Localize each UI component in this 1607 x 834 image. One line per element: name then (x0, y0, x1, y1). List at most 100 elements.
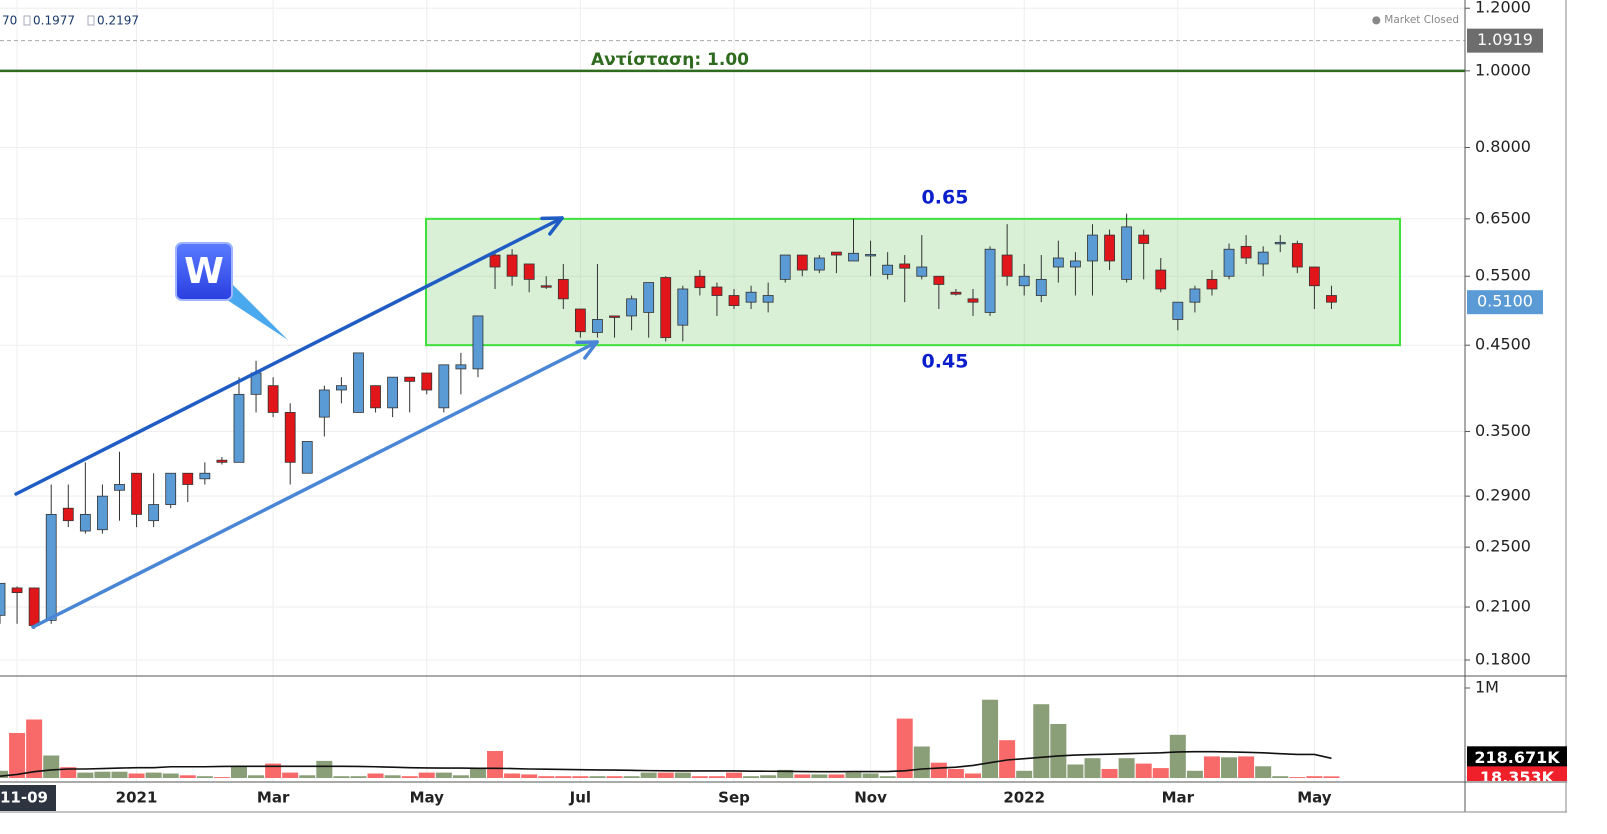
volume-bar (435, 772, 452, 778)
y-tick-label: 0.3500 (1475, 421, 1531, 440)
logo-text: W (184, 251, 224, 292)
volume-bar (828, 774, 845, 778)
header-icon (87, 15, 95, 26)
volume-bar (316, 760, 333, 778)
resistance-label: Αντίσταση: 1.00 (591, 50, 749, 70)
volume-bar (504, 773, 521, 778)
trend-arrow (14, 216, 564, 496)
volume-bar (640, 772, 657, 778)
volume-label-box (1467, 766, 1567, 781)
candle-body (370, 385, 381, 409)
candle-body (950, 291, 962, 295)
last-price-label: 0.5100 (1477, 292, 1533, 311)
candle-body (97, 495, 108, 531)
volume-bar (0, 770, 8, 778)
candle-body (1087, 234, 1098, 262)
volume-bar (1033, 704, 1050, 778)
volume-bar (401, 776, 418, 778)
volume-bar (538, 776, 555, 778)
candle-body (796, 254, 808, 271)
candle-body (1240, 245, 1252, 259)
volume-bar (1306, 776, 1323, 778)
ma-label: 218.671K (1474, 748, 1560, 767)
candle-body (1070, 260, 1081, 268)
candle-body (267, 385, 279, 413)
volume-bar (418, 772, 435, 778)
volume-bar (913, 746, 930, 778)
volume-bar (930, 762, 947, 778)
y-tick-label: 0.2900 (1475, 486, 1531, 505)
volume-bar (452, 775, 469, 778)
y-tick-label: 1.2000 (1475, 0, 1531, 17)
candle-body (199, 472, 211, 480)
volume-bar (1203, 756, 1220, 778)
arrow-head (548, 216, 564, 236)
volume-bar (26, 719, 43, 778)
volume-bar (77, 772, 94, 778)
zone-label: 0.45 (922, 351, 969, 373)
candle-body (318, 389, 330, 418)
candle-body (865, 254, 876, 257)
candle-body (967, 298, 979, 303)
candle-body (1308, 266, 1320, 287)
candle-body (1035, 278, 1047, 296)
candle-body (11, 587, 23, 594)
candle-body (1052, 257, 1064, 268)
x-tick-label: Mar (1162, 789, 1195, 807)
labels: 70 0.1977 0.2197 ● Market Closed 1.2000 1… (0, 0, 1567, 811)
volume-bar (743, 776, 760, 778)
candle-body (0, 582, 6, 616)
volume-bar (760, 775, 777, 778)
candle-body (540, 285, 552, 288)
candle-body (711, 286, 723, 296)
x-tick-label: May (410, 789, 445, 807)
y-tick-label: 0.2100 (1475, 597, 1531, 616)
candle-body (1155, 269, 1167, 290)
logo-box (175, 242, 233, 301)
candle-body (233, 393, 245, 463)
y-tick-label: 0.4500 (1475, 335, 1531, 354)
candle-body (62, 507, 74, 522)
candle-body (916, 266, 928, 277)
volume-bar (811, 774, 828, 778)
candle-body (523, 263, 535, 280)
volume-bar (128, 773, 145, 778)
volume-bar (1135, 763, 1152, 778)
candle-body (165, 472, 177, 505)
volume-bar (213, 777, 230, 778)
volume-bar (845, 772, 862, 778)
candle-body (489, 254, 501, 268)
candle-body (779, 254, 791, 280)
volume-bar (1067, 764, 1084, 778)
volume-bar (862, 773, 879, 778)
y-tick-label: 0.2500 (1475, 537, 1531, 556)
candle-body (1274, 241, 1286, 245)
x-tick-label: 2022 (1003, 789, 1045, 807)
header-icon (23, 15, 31, 26)
candle-body (421, 372, 433, 391)
header-value: 0.1977 (33, 14, 75, 28)
volume-bar (794, 774, 811, 778)
volume-bar (606, 776, 623, 778)
candle-body (592, 319, 603, 333)
candle-body (131, 472, 142, 515)
y-tick-label: 0.5500 (1475, 266, 1531, 285)
volume-bar (265, 763, 282, 778)
volume-bar (726, 772, 743, 778)
volume-bar (196, 776, 213, 778)
candle-body (1001, 254, 1013, 277)
volume-bar (555, 776, 572, 778)
candles (0, 213, 1337, 629)
last-price-box (1467, 290, 1543, 315)
volume-bar (162, 773, 179, 778)
candle-body (438, 364, 450, 409)
candle-body (984, 248, 996, 313)
annotations: 0.65 0.45 Αντίσταση: 1.00 W (14, 50, 969, 629)
volume-bar (469, 768, 486, 778)
volume-bar (674, 772, 691, 778)
header-value: 0.2197 (97, 14, 139, 28)
trend-arrow (31, 340, 599, 629)
candle-body (1326, 295, 1337, 303)
